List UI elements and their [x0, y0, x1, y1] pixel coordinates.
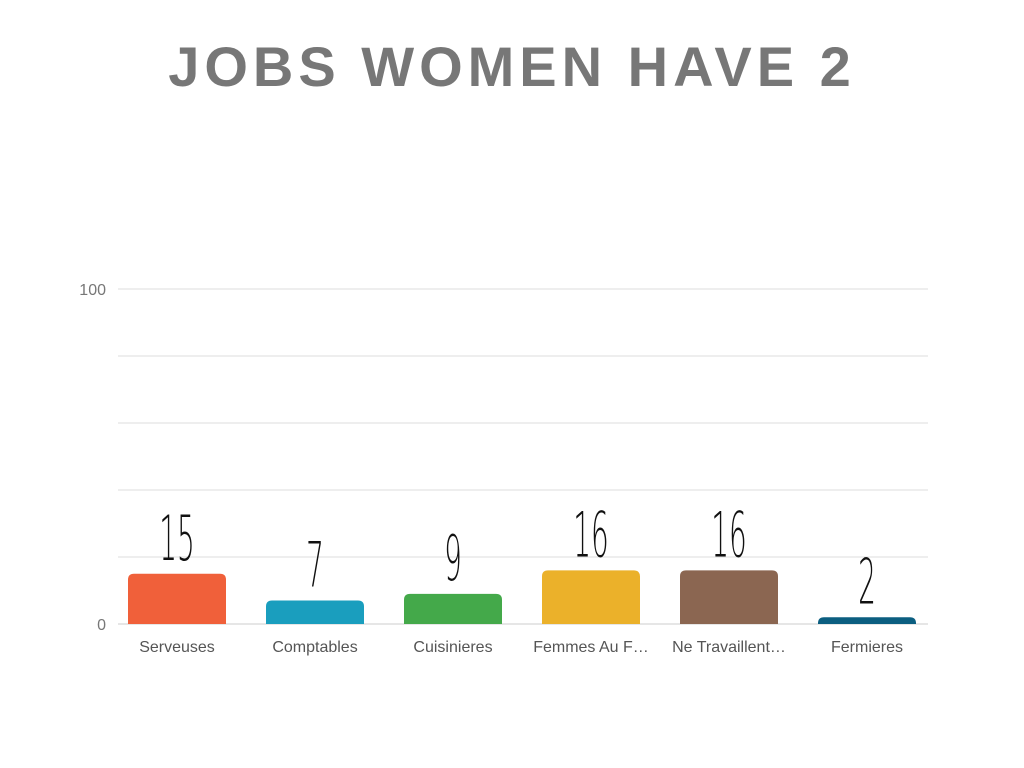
- x-tick-label: Ne Travaillent…: [672, 639, 786, 656]
- value-label: 2: [858, 547, 876, 619]
- x-tick-label: Comptables: [272, 639, 357, 656]
- y-tick-label: 100: [79, 282, 106, 299]
- bar: [818, 617, 916, 624]
- bar: [128, 573, 226, 624]
- bar: [404, 593, 502, 624]
- x-tick-label: Serveuses: [139, 639, 215, 656]
- x-tick-label: Cuisinieres: [413, 639, 492, 656]
- x-tick-label: Fermieres: [831, 639, 903, 656]
- value-label: 9: [444, 523, 462, 595]
- y-tick-label: 0: [97, 617, 106, 634]
- value-label: 16: [573, 500, 609, 572]
- bar: [680, 570, 778, 624]
- value-label: 16: [711, 500, 747, 572]
- bar: [266, 600, 364, 624]
- x-tick-label: Femmes Au F…: [533, 639, 649, 656]
- chart-title: JOBS WOMEN HAVE 2: [168, 35, 856, 98]
- value-label: 7: [306, 530, 324, 602]
- value-label: 15: [159, 503, 195, 575]
- bar: [542, 570, 640, 624]
